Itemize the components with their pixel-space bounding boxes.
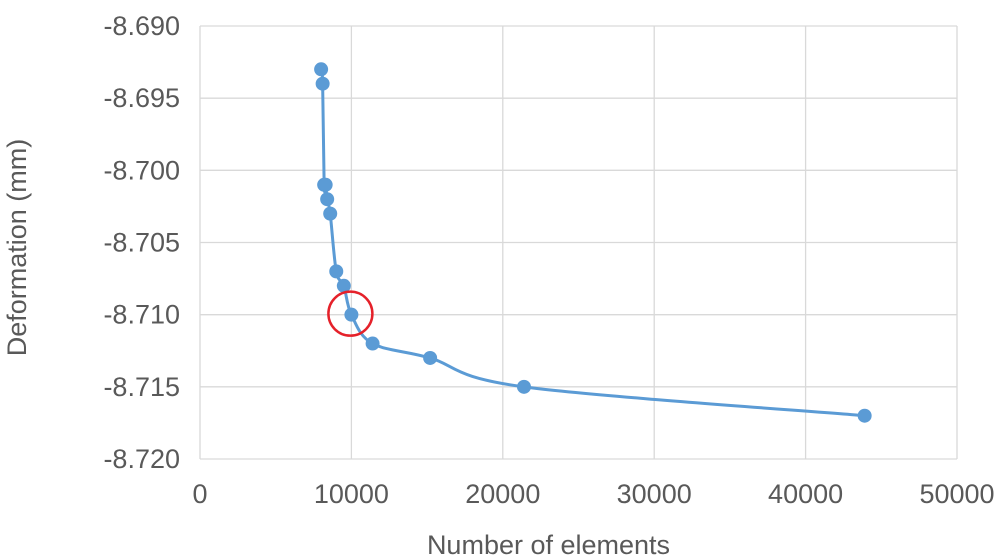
y-tick-label: -8.710 [103, 300, 180, 330]
y-tick-label: -8.720 [103, 444, 180, 474]
data-point [344, 307, 359, 322]
y-tick-label: -8.690 [103, 11, 180, 41]
x-axis-title: Number of elements [427, 530, 670, 560]
grid [199, 25, 958, 460]
data-point [336, 278, 351, 293]
data-point [315, 76, 330, 91]
y-tick-label: -8.715 [103, 372, 180, 402]
data-point [423, 350, 438, 365]
data-point [857, 408, 872, 423]
x-tick-label: 0 [192, 479, 207, 509]
series [314, 62, 872, 423]
y-tick-label: -8.695 [103, 83, 180, 113]
x-tick-label: 40000 [768, 479, 843, 509]
data-point [365, 336, 380, 351]
highlight-circle [327, 290, 374, 337]
data-point [323, 206, 338, 221]
data-point [516, 379, 531, 394]
y-tick-label: -8.700 [103, 155, 180, 185]
x-tick-label: 20000 [465, 479, 540, 509]
x-tick-label: 50000 [919, 479, 994, 509]
data-point [329, 264, 344, 279]
tick-labels: -8.690 -8.695 -8.700 -8.705 -8.710 -8.715 -8.7… [103, 11, 994, 509]
data-point [318, 177, 333, 192]
y-axis-title: Deformation (mm) [2, 139, 32, 357]
annotations [327, 290, 374, 337]
x-tick-label: 30000 [617, 479, 692, 509]
x-tick-label: 10000 [314, 479, 389, 509]
data-point [320, 192, 335, 207]
data-point [314, 62, 329, 77]
y-tick-label: -8.705 [103, 228, 180, 258]
